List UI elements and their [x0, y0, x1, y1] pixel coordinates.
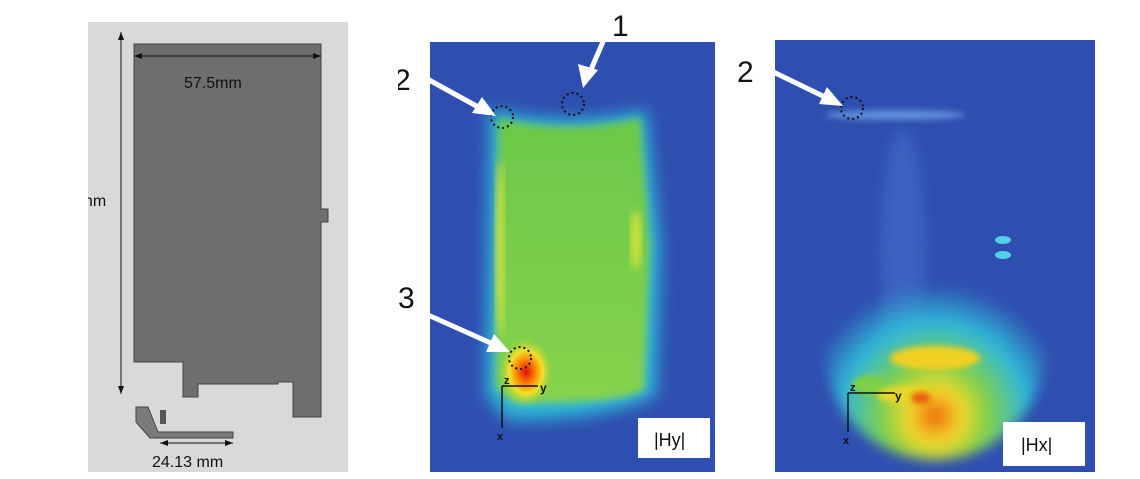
hx-marker-circle-2	[840, 96, 864, 120]
ground-plane	[133, 43, 329, 418]
hx-field-label: |Hx|	[1021, 435, 1052, 455]
hy-label-box	[638, 418, 710, 458]
hx-top-band	[825, 110, 965, 120]
hy-green-region	[496, 118, 650, 403]
feed-arrow-left	[160, 440, 168, 446]
width-label: 57.5mm	[184, 75, 242, 92]
hx-field-map: 2 z y x |Hx|	[737, 40, 1095, 472]
hx-arrows	[763, 65, 843, 106]
hy-arrows	[418, 29, 611, 352]
height-arrow-bottom	[118, 386, 124, 394]
hy-marker-label-3: 3	[398, 282, 415, 315]
hx-lower-spot-hot	[911, 392, 931, 404]
hy-axis-y-label: y	[540, 381, 547, 395]
hy-axis-x-label: x	[497, 431, 504, 443]
feed-arrow-right	[225, 440, 233, 446]
height-arrow-top	[118, 32, 124, 40]
hy-marker-circle-3	[508, 346, 532, 370]
width-arrow-right	[313, 53, 321, 59]
hx-label-box	[1003, 422, 1085, 466]
feed-label: 24.13 mm	[152, 454, 223, 471]
hx-lobe-core	[890, 346, 980, 370]
hy-arrow-3	[426, 312, 495, 347]
height-label: 112mm	[88, 193, 106, 210]
hy-field-panel: 1 2 3 z y x |Hy|	[394, 0, 728, 474]
hy-arrow-2	[418, 72, 482, 111]
hy-marker-label-1: 1	[612, 10, 629, 43]
hy-left-streak	[496, 160, 504, 340]
hy-marker-label-2: 2	[398, 64, 411, 97]
hy-arrowhead-1	[578, 64, 598, 88]
hy-arrow-1	[587, 29, 611, 73]
feed-port	[160, 410, 166, 424]
hx-axis-z-label: z	[850, 382, 856, 394]
antenna-geometry-panel: 57.5mm 112mm 24.13 mm	[54, 22, 348, 472]
hy-hotspot	[498, 336, 554, 408]
hx-field-panel: 2 z y x |Hx|	[735, 0, 1140, 474]
hx-axis-x-label: x	[843, 435, 850, 447]
hx-arrowhead-2	[819, 87, 843, 106]
antenna-geometry-drawing: 57.5mm 112mm 24.13 mm	[54, 22, 348, 472]
hx-axes-triad	[847, 392, 895, 432]
hy-axes-triad	[501, 385, 538, 428]
hx-axis-y-label: y	[895, 389, 902, 403]
hy-marker-circle-2	[490, 105, 514, 129]
hx-side-blob-2	[995, 251, 1011, 259]
width-arrow-left	[134, 53, 142, 59]
hy-arrowhead-3	[486, 334, 510, 352]
hx-marker-label-2: 2	[737, 56, 754, 89]
hy-field-label: |Hy|	[654, 430, 685, 450]
hy-arrowhead-2	[472, 97, 496, 116]
hy-field-map: 1 2 3 z y x |Hy|	[394, 10, 715, 472]
feed-strip	[135, 406, 234, 439]
hy-marker-circle-1	[561, 92, 585, 116]
hx-lower-spot-left	[852, 375, 888, 395]
hy-right-streak	[631, 210, 641, 270]
hx-side-blob-1	[995, 236, 1011, 244]
hy-axis-z-label: z	[504, 375, 510, 387]
hx-arrow-2	[763, 65, 829, 101]
